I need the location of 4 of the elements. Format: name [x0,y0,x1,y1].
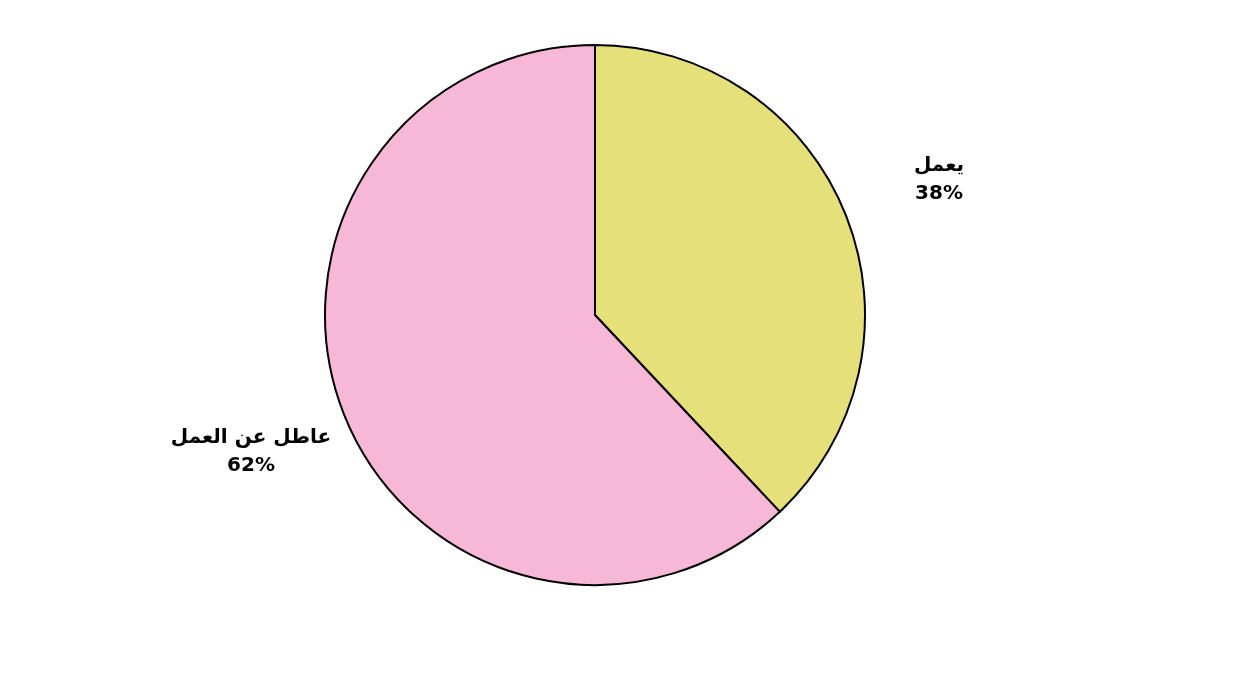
slice-label: يعمل [913,151,965,176]
data-label: 62% [227,452,275,477]
slice-label: عاطل عن العمل [170,424,332,449]
data-label: 38% [915,179,963,204]
